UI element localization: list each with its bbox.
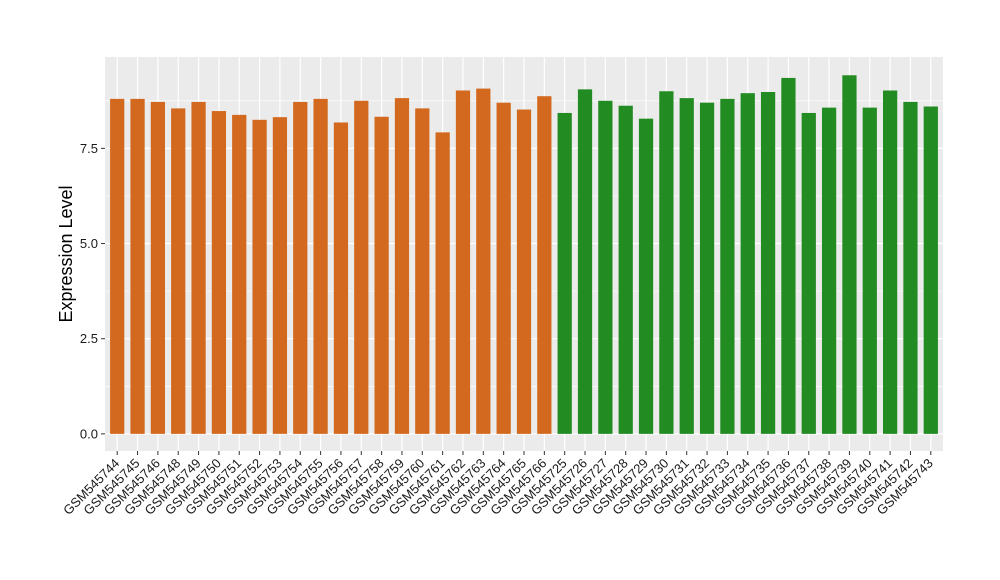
bar-GSM545750 xyxy=(211,111,227,434)
bar-GSM545742 xyxy=(903,101,918,434)
bar-GSM545748 xyxy=(171,108,186,434)
bar-GSM545757 xyxy=(354,100,369,434)
bar-GSM545732 xyxy=(699,102,715,434)
bar-GSM545729 xyxy=(638,118,654,434)
bar-GSM545725 xyxy=(557,112,572,434)
bar-GSM545758 xyxy=(374,116,389,434)
bar-GSM545738 xyxy=(821,107,837,434)
bar-GSM545727 xyxy=(598,100,613,434)
bar-GSM545726 xyxy=(577,89,593,434)
bars xyxy=(110,75,938,434)
bar-GSM545764 xyxy=(496,102,511,434)
bar-GSM545746 xyxy=(150,101,166,434)
bar-GSM545741 xyxy=(882,90,898,434)
bar-GSM545765 xyxy=(516,109,532,434)
bar-GSM545759 xyxy=(394,98,410,434)
y-tick-label: 0.0 xyxy=(80,426,98,441)
bar-GSM545755 xyxy=(313,98,328,434)
bar-GSM545761 xyxy=(435,132,450,434)
bar-GSM545731 xyxy=(679,98,694,434)
bar-GSM545736 xyxy=(781,77,796,434)
bar-GSM545733 xyxy=(720,98,735,434)
bar-GSM545734 xyxy=(740,93,755,434)
bar-GSM545749 xyxy=(191,101,206,434)
bar-GSM545728 xyxy=(618,105,633,434)
bar-GSM545751 xyxy=(232,114,247,434)
bar-GSM545739 xyxy=(842,75,857,434)
bar-GSM545756 xyxy=(333,122,349,434)
bar-GSM545730 xyxy=(659,91,674,434)
bar-GSM545737 xyxy=(801,112,816,434)
bar-GSM545763 xyxy=(476,88,491,434)
bar-GSM545753 xyxy=(272,117,288,434)
bar-GSM545743 xyxy=(923,106,938,434)
bar-GSM545760 xyxy=(415,108,430,434)
bar-GSM545766 xyxy=(537,96,552,434)
x-axis: GSM545744GSM545745GSM545746GSM545748GSM5… xyxy=(60,451,936,518)
bar-GSM545740 xyxy=(862,107,877,434)
bar-GSM545754 xyxy=(293,101,308,434)
bar-GSM545735 xyxy=(760,92,776,434)
bar-GSM545752 xyxy=(252,119,267,434)
y-axis: 0.0 2.5 5.0 7.5 xyxy=(80,141,105,441)
bar-GSM545744 xyxy=(110,98,125,434)
y-tick-label: 5.0 xyxy=(80,236,98,251)
bar-GSM545762 xyxy=(455,90,471,434)
y-tick-label: 2.5 xyxy=(80,331,98,346)
y-tick-label: 7.5 xyxy=(80,141,98,156)
y-axis-title: Expression Level xyxy=(56,185,76,322)
bar-GSM545745 xyxy=(130,98,145,434)
